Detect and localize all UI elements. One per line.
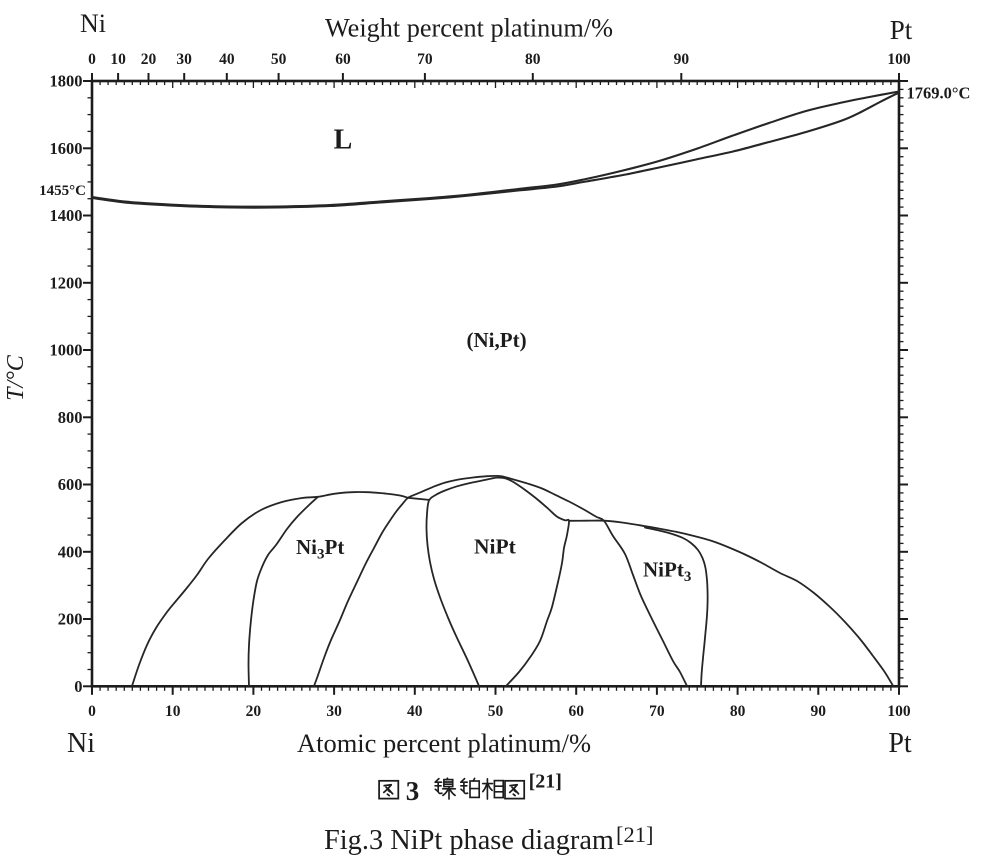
svg-text:10: 10: [165, 703, 181, 720]
svg-text:400: 400: [58, 542, 83, 561]
svg-text:1400: 1400: [50, 206, 83, 225]
svg-text:0: 0: [88, 703, 96, 720]
svg-text:50: 50: [488, 703, 504, 720]
svg-text:[21]: [21]: [529, 771, 562, 793]
svg-text:30: 30: [176, 51, 192, 68]
svg-text:Weight percent platinum/%: Weight percent platinum/%: [325, 13, 613, 43]
svg-text:(Ni,Pt): (Ni,Pt): [467, 328, 527, 352]
svg-text:50: 50: [271, 51, 287, 68]
svg-text:Pt: Pt: [890, 15, 913, 45]
svg-text:1000: 1000: [50, 341, 83, 360]
svg-text:0: 0: [74, 677, 82, 696]
svg-text:L: L: [334, 125, 353, 156]
svg-text:10: 10: [110, 51, 126, 68]
svg-text:600: 600: [58, 475, 83, 494]
svg-text:T/°C: T/°C: [3, 354, 29, 401]
svg-text:70: 70: [417, 51, 433, 68]
svg-text:1200: 1200: [50, 273, 83, 292]
svg-text:NiPt3: NiPt3: [643, 558, 691, 586]
svg-text:1800: 1800: [50, 72, 83, 91]
svg-text:100: 100: [887, 51, 911, 68]
svg-text:20: 20: [246, 703, 262, 720]
svg-text:Ni: Ni: [67, 728, 95, 759]
svg-text:800: 800: [58, 408, 83, 427]
svg-text:40: 40: [219, 51, 235, 68]
svg-text:3: 3: [406, 776, 420, 806]
svg-text:200: 200: [58, 610, 83, 629]
svg-text:100: 100: [887, 703, 911, 720]
svg-text:30: 30: [326, 703, 342, 720]
svg-text:Atomic percent platinum/%: Atomic percent platinum/%: [297, 728, 591, 758]
svg-text:NiPt: NiPt: [474, 535, 517, 559]
svg-text:40: 40: [407, 703, 423, 720]
svg-text:70: 70: [649, 703, 665, 720]
svg-text:0: 0: [88, 51, 96, 68]
svg-text:1600: 1600: [50, 139, 83, 158]
svg-text:Pt: Pt: [888, 728, 912, 759]
svg-text:90: 90: [674, 51, 690, 68]
svg-text:60: 60: [568, 703, 584, 720]
svg-text:20: 20: [141, 51, 157, 68]
svg-text:1455°C: 1455°C: [39, 183, 86, 199]
svg-text:[21]: [21]: [616, 822, 654, 847]
svg-text:90: 90: [811, 703, 827, 720]
svg-text:Ni: Ni: [80, 9, 106, 38]
svg-text:80: 80: [525, 51, 541, 68]
svg-text:80: 80: [730, 703, 746, 720]
svg-text:Fig.3 NiPt phase diagram: Fig.3 NiPt phase diagram: [324, 824, 614, 856]
svg-text:1769.0°C: 1769.0°C: [907, 84, 971, 103]
svg-text:60: 60: [335, 51, 351, 68]
